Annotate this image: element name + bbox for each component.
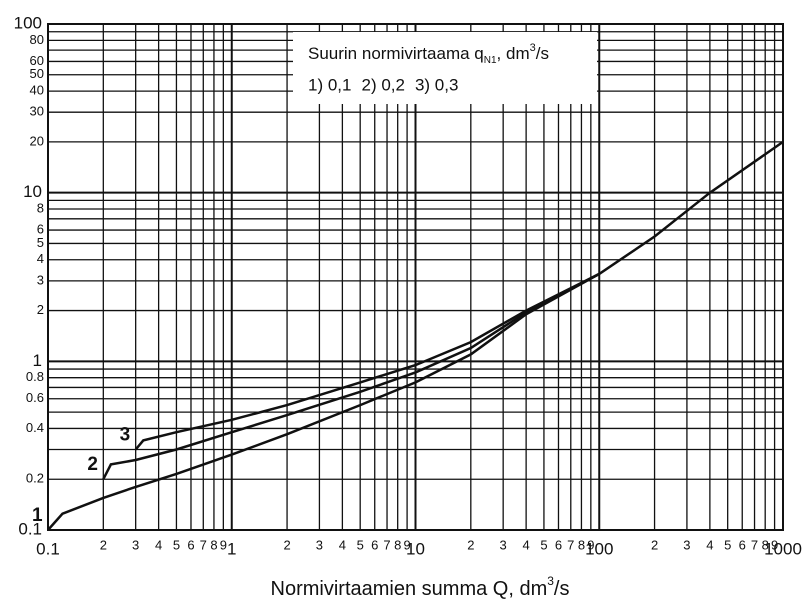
- y-tick-label: 40: [30, 83, 44, 98]
- x-tick-label: 6: [371, 537, 378, 552]
- x-tick-label: 100: [585, 539, 613, 558]
- y-tick-label: 80: [30, 32, 44, 47]
- y-tick-label: 100: [14, 13, 42, 32]
- x-tick-label: 6: [555, 537, 562, 552]
- y-tick-label: 4: [37, 251, 44, 266]
- curve-label: 2: [87, 454, 98, 475]
- x-tick-label: 2: [651, 537, 658, 552]
- y-tick-label: 6: [37, 222, 44, 237]
- y-tick-label: 60: [30, 53, 44, 68]
- x-tick-label: 8: [394, 537, 401, 552]
- x-tick-label: 5: [540, 537, 547, 552]
- x-axis-label-end: /s: [554, 578, 570, 600]
- x-tick-label: 7: [567, 537, 574, 552]
- x-tick-label: 4: [523, 537, 530, 552]
- x-tick-label: 4: [155, 537, 162, 552]
- x-tick-label: 2: [467, 537, 474, 552]
- x-tick-label: 5: [173, 537, 180, 552]
- x-tick-label: 3: [500, 537, 507, 552]
- x-tick-label: 5: [724, 537, 731, 552]
- y-tick-label: 2: [37, 302, 44, 317]
- x-tick-label: 2: [100, 537, 107, 552]
- y-tick-label: 0.1: [18, 519, 42, 538]
- x-tick-label: 9: [771, 537, 778, 552]
- legend-entry: 3) 0,3: [415, 75, 458, 94]
- x-axis-label-text: Normivirtaamien summa Q, dm: [271, 578, 548, 600]
- data-line: [47, 140, 784, 531]
- plot-frame: [47, 23, 784, 531]
- x-tick-label: 8: [578, 537, 585, 552]
- x-tick-label: 0.1: [36, 539, 60, 558]
- x-tick-label: 7: [751, 537, 758, 552]
- y-tick-label: 0.4: [26, 420, 44, 435]
- x-axis-label: Normivirtaamien summa Q, dm3/s: [271, 574, 570, 600]
- x-tick-label: 2: [283, 537, 290, 552]
- curve-label: 3: [120, 425, 131, 446]
- y-tick-label: 1: [33, 351, 42, 370]
- y-tick-label: 8: [37, 200, 44, 215]
- x-tick-label: 3: [683, 537, 690, 552]
- x-axis-label-sup: 3: [547, 574, 554, 588]
- x-tick-label: 9: [403, 537, 410, 552]
- x-tick-label: 3: [316, 537, 323, 552]
- legend-title: Suurin normivirtaama qN1, dm3/s: [308, 42, 549, 66]
- y-tick-label: 20: [30, 133, 44, 148]
- legend-title-mid: , dm: [497, 44, 530, 63]
- x-tick-label: 3: [132, 537, 139, 552]
- x-tick-label: 7: [200, 537, 207, 552]
- legend-title-sup: 3: [530, 42, 536, 54]
- legend-entry: 1) 0,1: [308, 75, 351, 94]
- y-tick-label: 0.8: [26, 369, 44, 384]
- x-tick-label: 8: [762, 537, 769, 552]
- y-tick-label: 3: [37, 272, 44, 287]
- x-tick-label: 1: [227, 539, 236, 558]
- x-tick-label: 7: [383, 537, 390, 552]
- y-tick-label: 5: [37, 235, 44, 250]
- x-tick-label: 4: [339, 537, 346, 552]
- x-tick-label: 6: [739, 537, 746, 552]
- data-line: [102, 272, 600, 480]
- legend-title-sub: N1: [484, 55, 497, 66]
- legend-box: [293, 32, 597, 104]
- x-tick-label: 5: [357, 537, 364, 552]
- legend-title-text: Suurin normivirtaama q: [308, 44, 484, 63]
- data-line: [134, 272, 600, 451]
- x-tick-label: 6: [187, 537, 194, 552]
- legend-entry: 2) 0,2: [361, 75, 404, 94]
- x-tick-label: 10: [406, 539, 425, 558]
- y-tick-label: 50: [30, 66, 44, 81]
- y-tick-label: 0.6: [26, 390, 44, 405]
- y-tick-label: 0.2: [26, 471, 44, 486]
- x-tick-label: 8: [210, 537, 217, 552]
- x-tick-label: 9: [587, 537, 594, 552]
- y-tick-label: 30: [30, 104, 44, 119]
- curve-label: 1: [32, 505, 43, 526]
- y-tick-label: 10: [23, 182, 42, 201]
- legend-title-end: /s: [536, 44, 549, 63]
- x-tick-label: 4: [706, 537, 713, 552]
- x-tick-label: 1000: [764, 539, 802, 558]
- x-tick-label: 9: [220, 537, 227, 552]
